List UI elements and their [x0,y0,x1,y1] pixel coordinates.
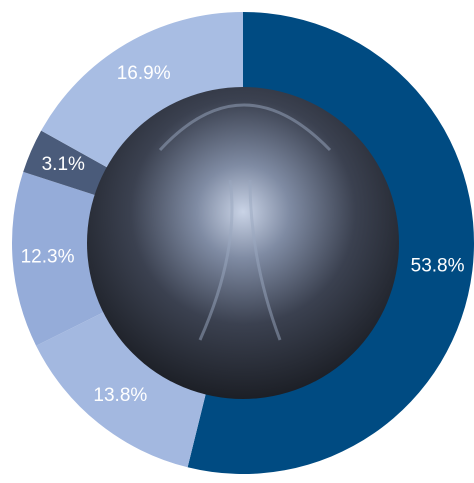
center-photo [87,87,399,399]
slice [11,171,105,346]
labels: 53.8% 13.8% 12.3% 3.1% 16.9% [21,63,465,406]
slice [41,12,244,168]
slice-label: 16.9% [117,63,171,84]
slice [23,130,108,196]
photo-detail [158,103,332,341]
slice-label: 13.8% [93,385,147,406]
slice-label: 3.1% [42,154,85,175]
slice [187,12,474,474]
slice [36,311,206,468]
slices [11,12,474,474]
slice-label: 53.8% [411,256,465,277]
slice-label: 12.3% [21,246,75,267]
